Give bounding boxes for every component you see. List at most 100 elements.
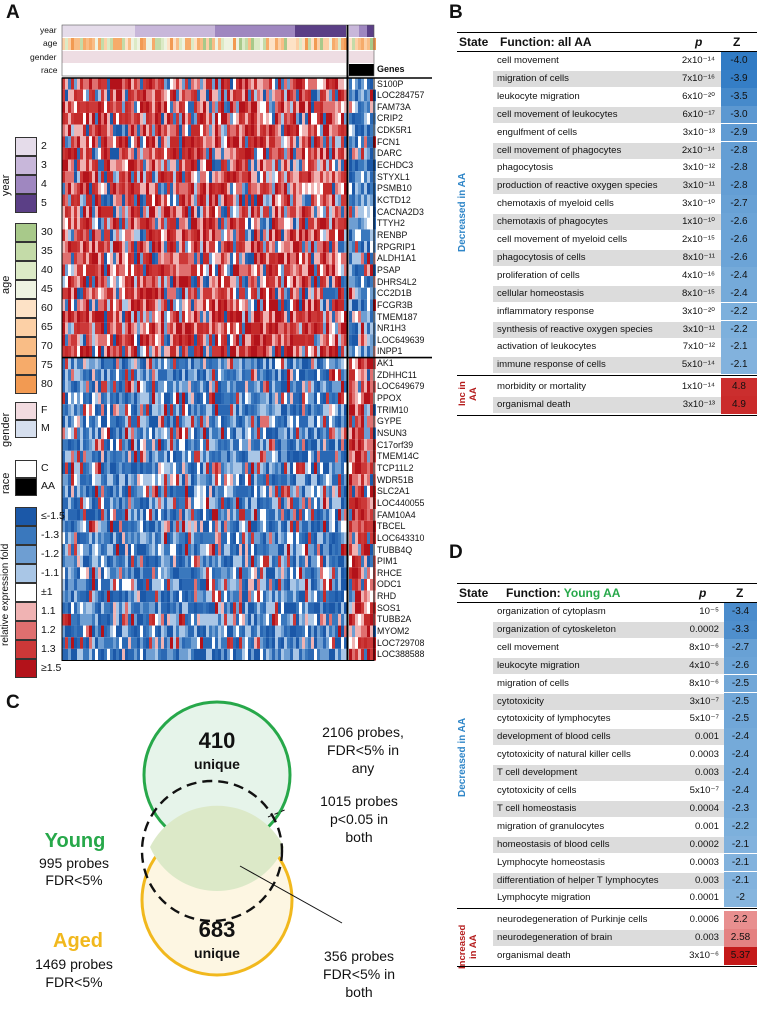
- heatmap-cell: [170, 345, 173, 358]
- heatmap-cell: [326, 78, 329, 90]
- heatmap-cell: [209, 404, 212, 416]
- heatmap-cell: [77, 229, 80, 242]
- heatmap-cell: [209, 217, 212, 230]
- heatmap-cell: [260, 415, 263, 428]
- heatmap-cell: [191, 299, 194, 311]
- heatmap-cell: [194, 462, 197, 475]
- heatmap-cell: [326, 241, 329, 253]
- heatmap-cell: [233, 89, 236, 102]
- heatmap-cell: [326, 380, 329, 393]
- heatmap-cell: [215, 567, 218, 579]
- heatmap-cell: [182, 206, 185, 218]
- heatmap-cell: [311, 602, 314, 614]
- heatmap-cell: [254, 462, 257, 475]
- heatmap-cell: [370, 520, 373, 533]
- heatmap-cell: [299, 101, 302, 113]
- heatmap-cell: [275, 101, 278, 113]
- heatmap-cell: [361, 590, 364, 603]
- heatmap-cell: [361, 380, 364, 393]
- heatmap-cell: [185, 101, 188, 113]
- heatmap-cell: [296, 427, 299, 440]
- heatmap-cell: [326, 462, 329, 475]
- heatmap-cell: [361, 276, 364, 288]
- heatmap-cell: [358, 439, 361, 451]
- heatmap-cell: [317, 159, 320, 172]
- heatmap-cell: [260, 136, 263, 148]
- heatmap-cell: [176, 252, 179, 265]
- heatmap-cell: [269, 136, 272, 148]
- heatmap-cell: [257, 159, 260, 172]
- heatmap-cell: [329, 567, 332, 579]
- heatmap-cell: [119, 252, 122, 265]
- heatmap-cell: [92, 101, 95, 113]
- heatmap-cell: [89, 392, 92, 405]
- heatmap-cell: [215, 380, 218, 393]
- heatmap-cell: [170, 509, 173, 521]
- age-track-cell: [308, 38, 311, 50]
- heatmap-cell: [101, 334, 104, 346]
- heatmap-cell: [77, 252, 80, 265]
- heatmap-cell: [329, 497, 332, 510]
- heatmap-cell: [113, 485, 116, 498]
- heatmap-cell: [329, 555, 332, 568]
- heatmap-cell: [266, 334, 269, 346]
- heatmap-cell: [272, 322, 275, 335]
- heatmap-cell: [74, 404, 77, 416]
- heatmap-cell: [80, 322, 83, 335]
- heatmap-cell: [338, 264, 341, 277]
- heatmap-cell: [370, 357, 373, 370]
- heatmap-cell: [80, 369, 83, 381]
- heatmap-cell: [206, 439, 209, 451]
- heatmap-cell: [128, 252, 131, 265]
- heatmap-cell: [257, 147, 260, 160]
- heatmap-cell: [137, 264, 140, 277]
- heatmap-cell: [134, 567, 137, 579]
- heatmap-cell: [185, 497, 188, 510]
- heatmap-cell: [188, 404, 191, 416]
- heatmap-cell: [302, 415, 305, 428]
- heatmap-cell: [131, 602, 134, 614]
- heatmap-cell: [194, 124, 197, 137]
- heatmap-cell: [188, 124, 191, 137]
- heatmap-cell: [176, 485, 179, 498]
- heatmap-cell: [206, 112, 209, 125]
- heatmap-cell: [200, 602, 203, 614]
- heatmap-cell: [263, 602, 266, 614]
- heatmap-cell: [134, 124, 137, 137]
- heatmap-cell: [203, 159, 206, 172]
- heatmap-cell: [83, 171, 86, 183]
- heatmap-cell: [227, 392, 230, 405]
- heatmap-cell: [266, 380, 269, 393]
- heatmap-cell: [149, 194, 152, 207]
- heatmap-cell: [83, 159, 86, 172]
- heatmap-cell: [370, 124, 373, 137]
- heatmap-cell: [320, 544, 323, 556]
- heatmap-cell: [191, 241, 194, 253]
- heatmap-cell: [230, 322, 233, 335]
- heatmap-cell: [134, 544, 137, 556]
- heatmap-cell: [68, 590, 71, 603]
- heatmap-cell: [140, 322, 143, 335]
- heatmap-cell: [200, 567, 203, 579]
- heatmap-cell: [263, 206, 266, 218]
- heatmap-cell: [161, 509, 164, 521]
- heatmap-cell: [188, 229, 191, 242]
- heatmap-cell: [367, 194, 370, 207]
- heatmap-cell: [269, 357, 272, 370]
- heatmap-cell: [344, 485, 347, 498]
- heatmap-cell: [125, 544, 128, 556]
- heatmap-cell: [314, 171, 317, 183]
- heatmap-cell: [83, 311, 86, 323]
- heatmap-cell: [203, 380, 206, 393]
- heatmap-cell: [358, 241, 361, 253]
- heatmap-cell: [170, 462, 173, 475]
- heatmap-cell: [349, 544, 352, 556]
- heatmap-cell: [230, 89, 233, 102]
- heatmap-cell: [101, 89, 104, 102]
- heatmap-cell: [302, 217, 305, 230]
- heatmap-cell: [65, 578, 68, 591]
- heatmap-cell: [221, 509, 224, 521]
- heatmap-cell: [326, 392, 329, 405]
- age-track-cell: [200, 38, 203, 50]
- heatmap-cell: [161, 439, 164, 451]
